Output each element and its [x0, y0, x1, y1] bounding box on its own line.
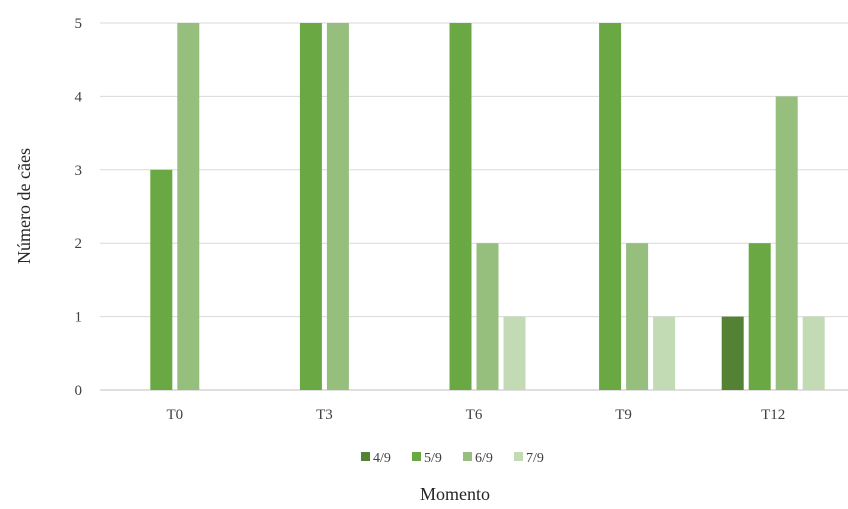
- x-tick-label: T9: [615, 407, 632, 423]
- bar-T9-6/9: [626, 243, 649, 390]
- legend-swatch: [412, 452, 421, 461]
- bar-T9-7/9: [653, 316, 676, 390]
- x-axis-ticks: T0 T3 T6 T9 T12: [166, 407, 785, 423]
- y-tick-label: 0: [75, 383, 83, 399]
- y-tick-label: 5: [75, 16, 83, 32]
- bar-T3-5/9: [299, 23, 322, 390]
- bar-T6-5/9: [449, 23, 472, 390]
- bar-T9-5/9: [599, 23, 622, 390]
- bar-T6-6/9: [476, 243, 499, 390]
- bar-T0-5/9: [150, 169, 173, 390]
- y-tick-label: 1: [75, 310, 83, 326]
- bar-T12-5/9: [748, 243, 771, 390]
- legend-swatch: [514, 452, 523, 461]
- bar-T6-7/9: [503, 316, 526, 390]
- x-tick-label: T6: [466, 407, 483, 423]
- x-tick-label: T3: [316, 407, 333, 423]
- y-tick-label: 3: [75, 163, 83, 179]
- y-axis-ticks: 0 1 2 3 4 5: [75, 16, 83, 399]
- legend-label: 4/9: [373, 451, 391, 466]
- legend: 4/9 5/9 6/9 7/9: [361, 451, 544, 466]
- bar-T12-7/9: [802, 316, 825, 390]
- bar-T3-6/9: [326, 23, 349, 390]
- legend-swatch: [463, 452, 472, 461]
- x-tick-label: T0: [166, 407, 183, 423]
- y-axis-title: Número de cães: [14, 148, 34, 264]
- bar-T12-6/9: [775, 96, 798, 391]
- y-tick-label: 4: [75, 89, 83, 105]
- legend-label: 6/9: [475, 451, 493, 466]
- x-axis-title: Momento: [420, 484, 490, 504]
- y-tick-label: 2: [75, 236, 83, 252]
- legend-swatch: [361, 452, 370, 461]
- bar-T0-6/9: [177, 23, 200, 390]
- bar-T12-4/9: [721, 316, 744, 390]
- legend-label: 7/9: [526, 451, 544, 466]
- legend-label: 5/9: [424, 451, 442, 466]
- bars: [150, 23, 825, 391]
- x-tick-label: T12: [761, 407, 785, 423]
